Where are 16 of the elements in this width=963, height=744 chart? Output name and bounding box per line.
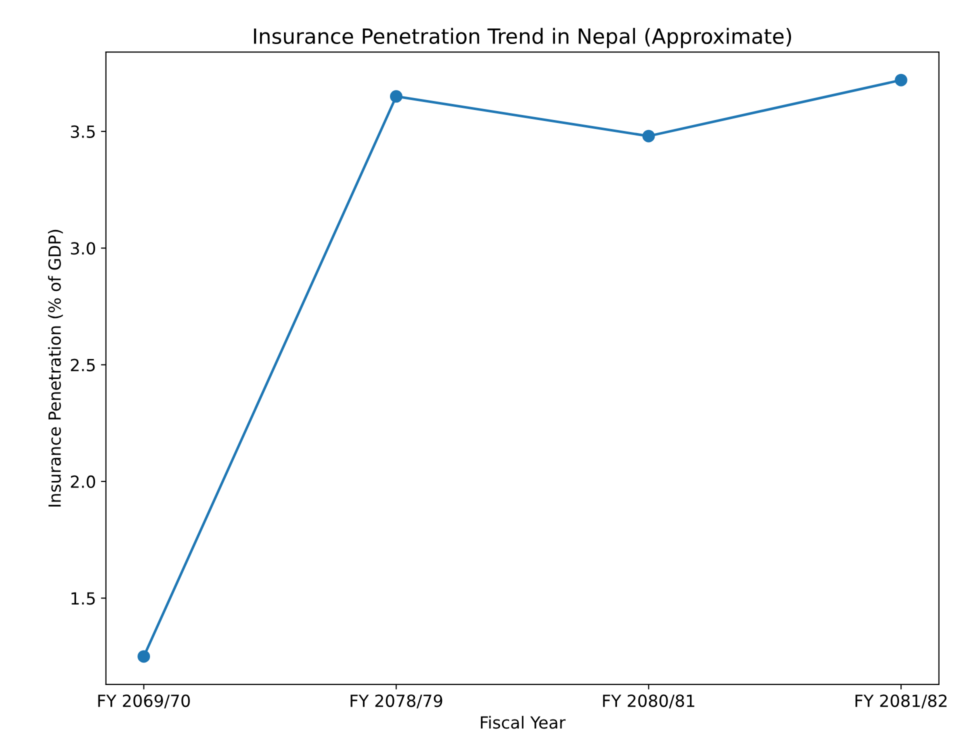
point (390, 90, 402, 103)
x-axis-title: Fiscal Year (480, 716, 566, 729)
x-tick-label: FY 2080/81 (603, 694, 694, 708)
chart-title: Insurance Penetration Trend in Nepal (Approximate) (254, 28, 792, 48)
y-tick-label: 3.0 (70, 242, 96, 255)
point (642, 130, 655, 142)
x-tick-label: FY 2081/82 (856, 694, 947, 708)
point (894, 74, 908, 86)
y-tick-label: 1.5 (72, 592, 95, 605)
x-tick-label: FY 2069/70 (98, 694, 190, 708)
point (138, 650, 150, 663)
y-axis-title: Insurance Penetration (% of GDP) (48, 230, 63, 506)
y-tick-label: 2.0 (70, 475, 96, 488)
x-tick-label: FY 2078/79 (350, 694, 442, 708)
y-tick-label: 2.5 (70, 358, 95, 372)
y-tick-label: 3.5 (70, 125, 95, 138)
